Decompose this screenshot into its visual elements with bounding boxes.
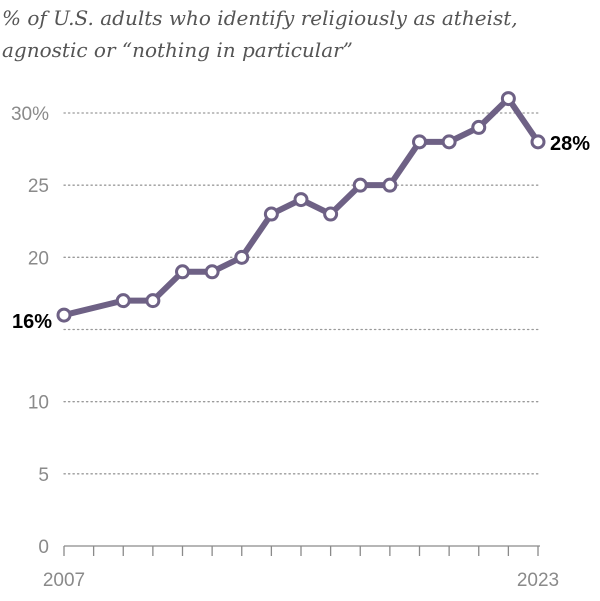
x-tick-labels: 2007 2023 xyxy=(43,570,559,591)
data-point-2015 xyxy=(293,192,309,208)
data-point-2021 xyxy=(471,119,487,135)
data-point-2011 xyxy=(175,264,190,280)
y-tick-label-30: 30% xyxy=(11,104,49,125)
data-point-2009 xyxy=(115,293,131,309)
data-point-2022 xyxy=(500,91,516,107)
end-label-2007: 16% xyxy=(12,311,52,333)
x-axis xyxy=(63,545,540,556)
data-point-2017 xyxy=(352,177,368,193)
chart-title-line-1: % of U.S. adults who identify religiousl… xyxy=(2,6,518,30)
data-point-2018 xyxy=(382,177,398,193)
series-line-0 xyxy=(61,95,541,319)
data-point-2023 xyxy=(530,134,546,150)
y-tick-label-20: 20 xyxy=(28,248,49,269)
data-points xyxy=(56,91,546,323)
data-point-2020 xyxy=(441,134,457,150)
data-point-2016 xyxy=(323,206,339,222)
data-point-2007 xyxy=(56,307,72,323)
series-line xyxy=(61,95,541,319)
chart-title-line-2: agnostic or “nothing in particular” xyxy=(2,38,353,62)
data-point-2012 xyxy=(204,264,220,280)
y-tick-label-0: 0 xyxy=(38,537,49,558)
data-point-2014 xyxy=(263,206,279,222)
y-tick-label-5: 5 xyxy=(38,465,49,486)
x-tick-label-2023: 2023 xyxy=(517,570,559,591)
y-tick-label-10: 10 xyxy=(28,393,49,414)
end-label-2023: 28% xyxy=(550,133,590,155)
y-tick-label-25: 25 xyxy=(28,176,49,197)
y-tick-labels: 0 5 10 20 25 30% xyxy=(11,104,49,558)
data-point-2013 xyxy=(234,249,250,265)
chart-title: % of U.S. adults who identify religiousl… xyxy=(2,2,598,66)
data-point-2010 xyxy=(145,293,161,309)
data-point-2019 xyxy=(412,134,427,150)
end-labels: 16% 28% xyxy=(12,133,590,333)
x-tick-label-2007: 2007 xyxy=(43,570,85,591)
gridlines xyxy=(63,112,541,475)
